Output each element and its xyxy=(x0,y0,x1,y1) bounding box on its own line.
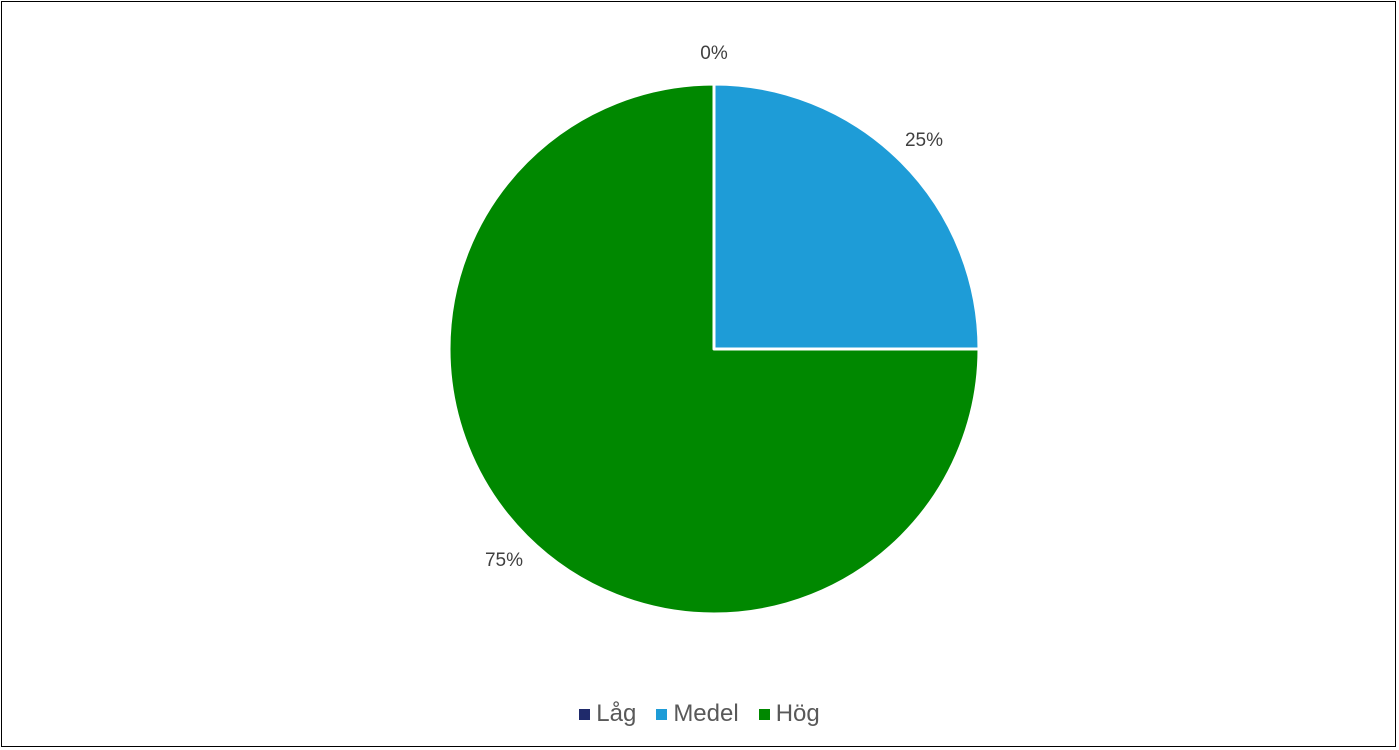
pie-slice-medel xyxy=(712,82,981,351)
legend-label-medel: Medel xyxy=(673,700,739,727)
legend-swatch-medel xyxy=(656,708,668,720)
legend-item-hog: Hög xyxy=(758,700,820,728)
data-label-h-g: 75% xyxy=(485,550,523,571)
legend-item-lag: Låg xyxy=(579,700,636,728)
legend-swatch-lag xyxy=(579,708,591,720)
pie-slice-h-g xyxy=(447,82,981,616)
legend-label-lag: Låg xyxy=(596,700,637,727)
legend-swatch-hog xyxy=(758,708,770,720)
data-labels: 0% 25% 75% xyxy=(485,43,943,571)
legend: Låg Medel Hög xyxy=(0,700,1399,728)
legend-item-medel: Medel xyxy=(656,700,739,728)
pie-slices xyxy=(447,82,981,616)
legend-label-hog: Hög xyxy=(775,700,820,727)
data-label-medel: 25% xyxy=(905,130,943,151)
data-label-l-g: 0% xyxy=(700,43,728,64)
